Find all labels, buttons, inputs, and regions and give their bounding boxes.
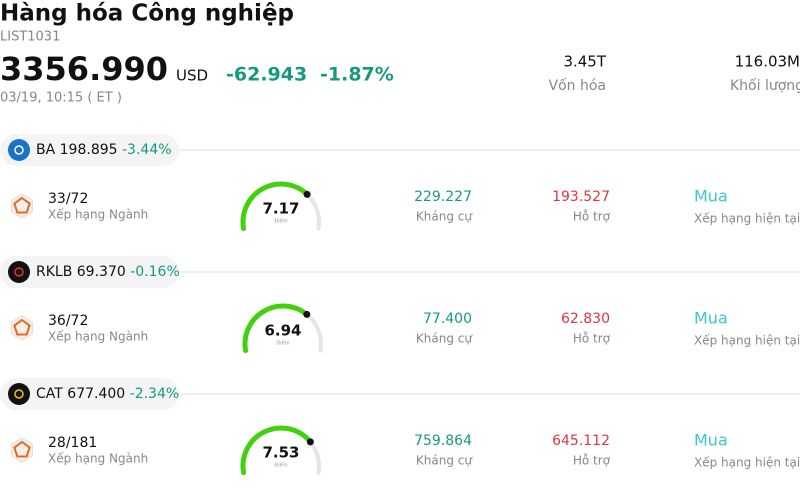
stat-value: 116.03M xyxy=(735,53,800,71)
stock-change: -3.44% xyxy=(122,142,172,158)
change: -62.943 xyxy=(226,64,307,86)
stock-pill xyxy=(0,256,179,288)
gauge-fill xyxy=(240,425,313,476)
stock-pill xyxy=(0,378,179,410)
rank-label: Xếp hạng Ngành xyxy=(48,208,148,222)
change-pct: -1.87% xyxy=(320,64,394,86)
stock-change: -2.34% xyxy=(130,386,180,402)
rank: 28/181 xyxy=(48,435,97,451)
rating: Mua xyxy=(694,187,728,206)
score-label: Điểm xyxy=(274,462,287,469)
rating: Mua xyxy=(694,309,728,328)
currency: USD xyxy=(176,67,208,85)
rank-icon-inner xyxy=(13,318,31,336)
stock-change: -0.16% xyxy=(130,264,180,280)
support: 645.112 xyxy=(552,433,610,449)
resistance: 229.227 xyxy=(414,189,472,205)
score: 6.94 xyxy=(264,322,301,340)
resistance-label: Kháng cự xyxy=(416,454,473,468)
gauge-dot xyxy=(303,310,311,318)
stock-price: 69.370 xyxy=(77,264,126,280)
support: 193.527 xyxy=(552,189,610,205)
gauge-dot xyxy=(306,438,314,446)
stat-label: Khối lượng xyxy=(730,77,800,94)
support-label: Hỗ trợ xyxy=(573,332,611,346)
resistance: 759.864 xyxy=(414,433,472,449)
stock-logo xyxy=(8,383,30,405)
gauge-fill xyxy=(242,303,310,354)
rank: 36/72 xyxy=(48,313,88,329)
stock-price: 198.895 xyxy=(60,142,118,158)
gauge-dot xyxy=(303,190,311,198)
stock-logo-mark xyxy=(14,145,24,155)
ticker: BA xyxy=(36,142,56,158)
rating-label: Xếp hạng hiện tại xyxy=(694,212,800,226)
rating-label: Xếp hạng hiện tại xyxy=(694,334,800,348)
stock-price: 677.400 xyxy=(67,386,125,402)
stock-logo xyxy=(8,261,30,283)
stock-ticker: CAT 677.400 -2.34% xyxy=(36,386,179,402)
list-code: LIST1031 xyxy=(0,30,60,45)
price: 3356.990 xyxy=(0,50,168,88)
rank-icon-inner xyxy=(13,440,31,458)
stat-label: Vốn hóa xyxy=(549,77,606,94)
score-label: Điểm xyxy=(274,218,287,225)
score: 7.17 xyxy=(262,200,299,218)
support: 62.830 xyxy=(561,311,610,327)
timestamp: 03/19, 10:15 ( ET ) xyxy=(0,91,122,106)
rating: Mua xyxy=(694,431,728,450)
score: 7.53 xyxy=(262,444,299,462)
stock-logo-mark xyxy=(14,389,24,399)
stock-ticker: RKLB 69.370 -0.16% xyxy=(36,264,180,280)
rank-icon-inner xyxy=(13,196,31,214)
support-label: Hỗ trợ xyxy=(573,454,611,468)
gauge-fill xyxy=(240,181,310,232)
support-label: Hỗ trợ xyxy=(573,210,611,224)
ticker: CAT xyxy=(36,386,63,402)
stock-logo-mark xyxy=(14,267,24,277)
score-label: Điểm xyxy=(276,340,289,347)
stat-value: 3.45T xyxy=(563,53,606,71)
rank-label: Xếp hạng Ngành xyxy=(48,330,148,344)
stock-logo xyxy=(8,139,30,161)
rating-label: Xếp hạng hiện tại xyxy=(694,456,800,470)
resistance-label: Kháng cự xyxy=(416,210,473,224)
resistance-label: Kháng cự xyxy=(416,332,473,346)
stock-ticker: BA 198.895 -3.44% xyxy=(36,142,172,158)
rank-label: Xếp hạng Ngành xyxy=(48,452,148,466)
ticker: RKLB xyxy=(36,264,72,280)
rank: 33/72 xyxy=(48,191,88,207)
stock-pill xyxy=(0,134,179,166)
title: Hàng hóa Công nghiệp xyxy=(0,1,294,27)
resistance: 77.400 xyxy=(423,311,472,327)
